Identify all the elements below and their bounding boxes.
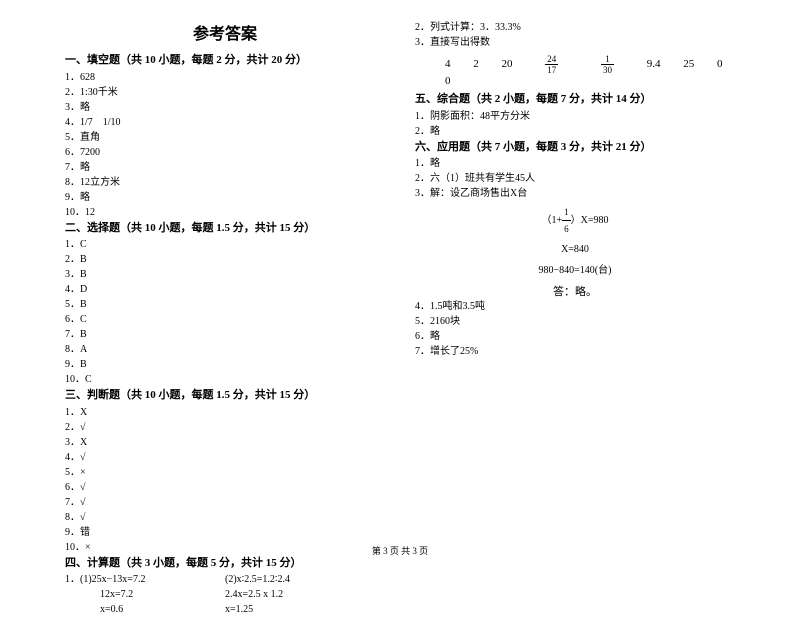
answer-item: 1．略	[415, 156, 735, 171]
answer-item: 7．略	[65, 160, 385, 175]
answer-item: 5．B	[65, 297, 385, 312]
calc-item: 2.4x=2.5 x 1.2	[225, 587, 385, 602]
answer-item: 6．7200	[65, 145, 385, 160]
calc-line: X=840	[415, 241, 735, 259]
calc-item: x=1.25	[225, 602, 385, 617]
fraction-numerator: 1	[601, 54, 614, 65]
answer-item: 2．1:30千米	[65, 85, 385, 100]
answer-item: 3．B	[65, 267, 385, 282]
answer-item: 8．√	[65, 510, 385, 525]
answer-item: 6．C	[65, 312, 385, 327]
fraction-numerator: 24	[545, 54, 558, 65]
left-column: 参考答案 一、填空题（共 10 小题，每题 2 分，共计 20 分） 1．628…	[50, 20, 400, 617]
answer-item: 10．12	[65, 205, 385, 220]
answer-item: 7．√	[65, 495, 385, 510]
calc-item: 1．(1)25x−13x=7.2	[65, 572, 225, 587]
answer-item: 2．略	[415, 124, 735, 139]
number-value: 25	[683, 58, 694, 70]
answer-item: 9．错	[65, 525, 385, 540]
formula-text: （1+	[541, 215, 562, 226]
answer-text: 答：略。	[415, 283, 735, 299]
calc-line: 980−840=140(台)	[415, 262, 735, 280]
answer-item: 9．略	[65, 190, 385, 205]
section3-header: 三、判断题（共 10 小题，每题 1.5 分，共计 15 分）	[65, 387, 385, 405]
answer-item: 8．12立方米	[65, 175, 385, 190]
answer-item: 2．B	[65, 252, 385, 267]
answer-item: 6．略	[415, 329, 735, 344]
answer-item: 9．B	[65, 357, 385, 372]
answer-item: 5．×	[65, 465, 385, 480]
answer-item: 4．√	[65, 450, 385, 465]
answer-item: 3．X	[65, 435, 385, 450]
calc-row: x=0.6 x=1.25	[65, 602, 385, 617]
formula-text: ）X=980	[571, 215, 609, 226]
formula-row: （1+16）X=980	[415, 204, 735, 237]
answer-item: 5．直角	[65, 130, 385, 145]
answer-item: 3．解：设乙商场售出X台	[415, 186, 735, 201]
number-value: 0	[717, 58, 723, 70]
answer-item: 1．X	[65, 405, 385, 420]
answer-item: 7．增长了25%	[415, 344, 735, 359]
calc-row: 1．(1)25x−13x=7.2 (2)x∶2.5=1.2∶2.4	[65, 572, 385, 587]
number-row: 4 2 20 24 17 1 30 9.4 25 0 0	[415, 50, 735, 91]
answer-item: 1．阴影面积：48平方分米	[415, 109, 735, 124]
number-value: 2	[473, 58, 479, 70]
answer-item: 3．直接写出得数	[415, 35, 735, 50]
answer-item: 8．A	[65, 342, 385, 357]
answer-item: 2．列式计算：3．33.3%	[415, 20, 735, 35]
section6-header: 六、应用题（共 7 小题，每题 3 分，共计 21 分）	[415, 139, 735, 157]
calc-item: 12x=7.2	[65, 587, 225, 602]
answer-item: 1．C	[65, 237, 385, 252]
calc-item: (2)x∶2.5=1.2∶2.4	[225, 572, 385, 587]
answer-item: 10．C	[65, 372, 385, 387]
fraction-value: 1 30	[591, 54, 624, 75]
answer-item: 2．六（1）班共有学生45人	[415, 171, 735, 186]
fraction-denominator: 6	[562, 221, 571, 237]
number-value: 0	[445, 75, 451, 87]
answer-item: 7．B	[65, 327, 385, 342]
answer-item: 1．628	[65, 70, 385, 85]
answer-item: 4．1.5吨和3.5吨	[415, 299, 735, 314]
answer-item: 3．略	[65, 100, 385, 115]
number-value: 9.4	[647, 58, 661, 70]
section4-header: 四、计算题（共 3 小题，每题 5 分，共计 15 分）	[65, 555, 385, 573]
calc-row: 12x=7.2 2.4x=2.5 x 1.2	[65, 587, 385, 602]
page-title: 参考答案	[65, 20, 385, 44]
section2-header: 二、选择题（共 10 小题，每题 1.5 分，共计 15 分）	[65, 220, 385, 238]
calc-item: x=0.6	[65, 602, 225, 617]
section1-header: 一、填空题（共 10 小题，每题 2 分，共计 20 分）	[65, 52, 385, 70]
fraction-numerator: 1	[562, 204, 571, 221]
answer-item: 2．√	[65, 420, 385, 435]
number-value: 20	[502, 58, 513, 70]
number-value: 4	[445, 58, 451, 70]
fraction-value: 16	[562, 204, 571, 237]
answer-item: 5．2160块	[415, 314, 735, 329]
page-footer: 第 3 页 共 3 页	[0, 544, 800, 557]
section5-header: 五、综合题（共 2 小题，每题 7 分，共计 14 分）	[415, 91, 735, 109]
answer-item: 4．D	[65, 282, 385, 297]
right-column: 2．列式计算：3．33.3% 3．直接写出得数 4 2 20 24 17 1 3…	[400, 20, 750, 617]
fraction-value: 24 17	[535, 54, 568, 75]
page-container: 参考答案 一、填空题（共 10 小题，每题 2 分，共计 20 分） 1．628…	[0, 0, 800, 627]
answer-item: 6．√	[65, 480, 385, 495]
answer-item: 4．1/7 1/10	[65, 115, 385, 130]
fraction-denominator: 30	[601, 65, 614, 75]
fraction-denominator: 17	[545, 65, 558, 75]
